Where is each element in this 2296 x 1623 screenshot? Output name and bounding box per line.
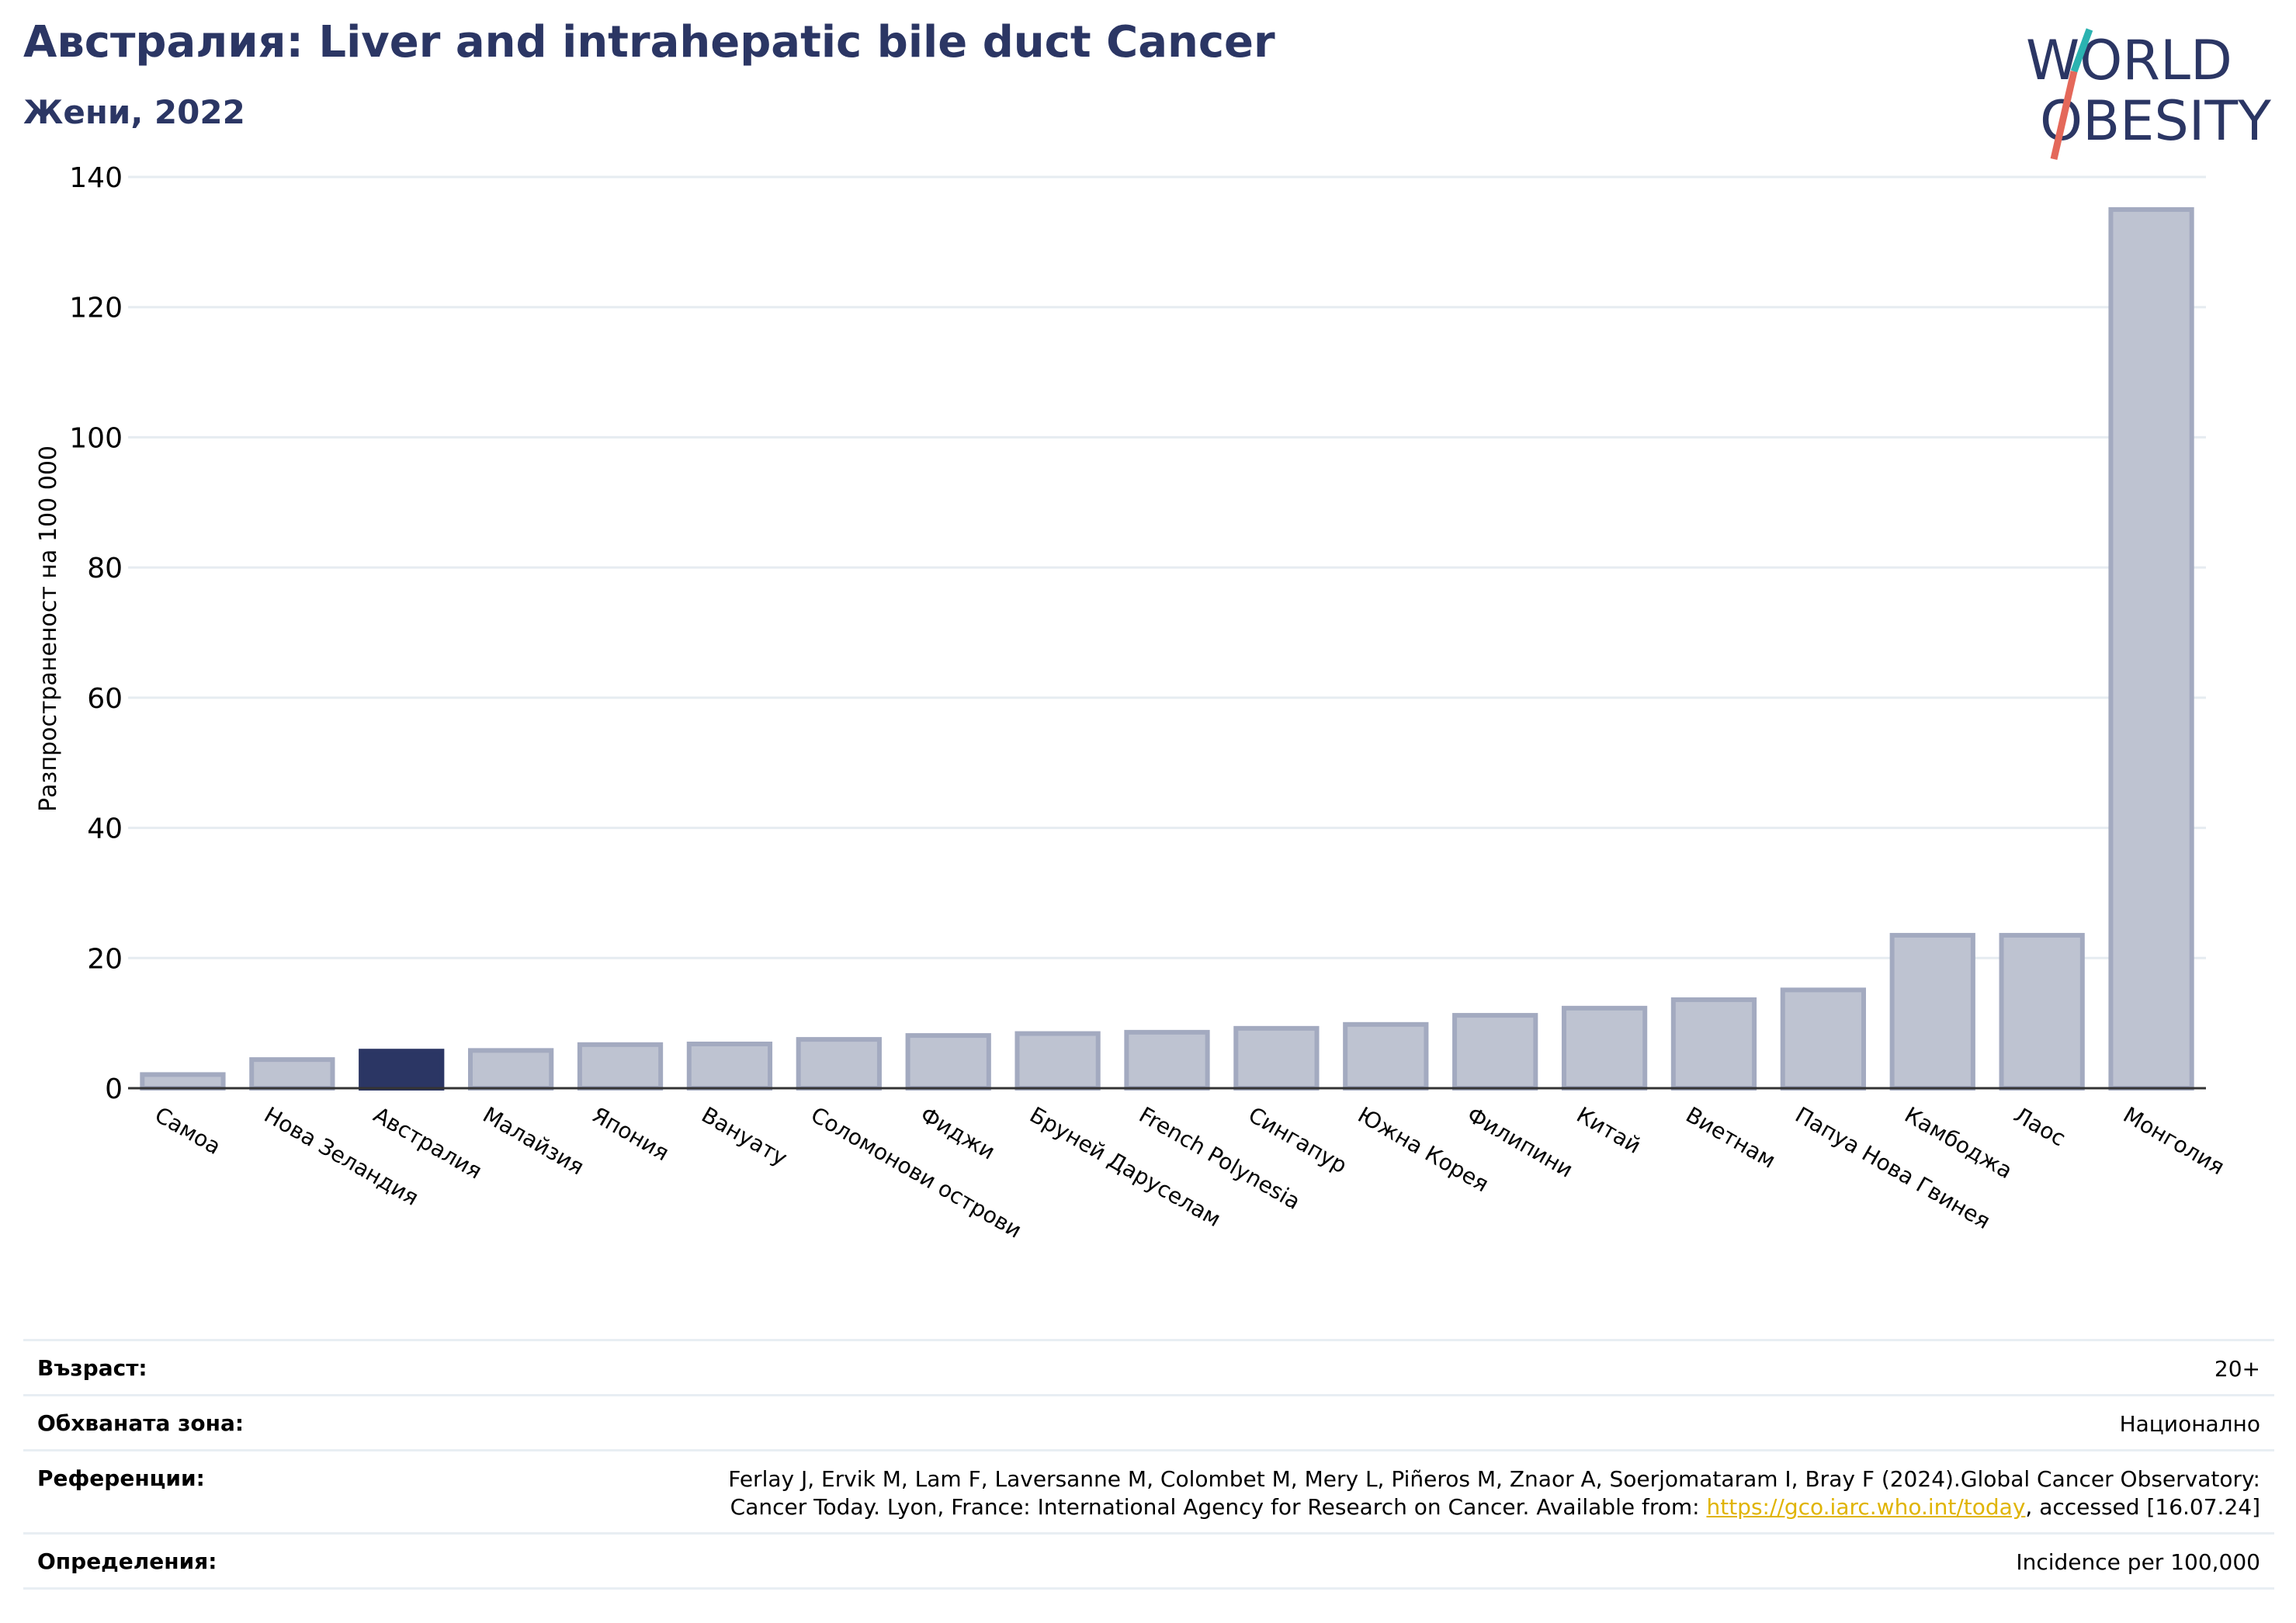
meta-key-references: Референции: <box>37 1465 205 1491</box>
x-tick-label: Малайзия <box>479 1101 589 1180</box>
x-tick-label: Китай <box>1572 1101 1645 1158</box>
x-tick-label: Виетнам <box>1681 1101 1780 1173</box>
chart-subtitle: Жени, 2022 <box>23 93 245 131</box>
bar-4 <box>468 1048 554 1091</box>
bar-14 <box>1561 1005 1648 1091</box>
chart-title: Австралия: Liver and intrahepatic bile d… <box>23 17 1275 68</box>
x-tick-label: Самоа <box>151 1101 225 1160</box>
bar-19 <box>2108 206 2194 1091</box>
reference-line2-end: , accessed [16.07.24] <box>2025 1494 2260 1520</box>
x-tick-label: Фиджи <box>916 1101 1000 1164</box>
logo-line1: WORLD <box>2026 29 2232 92</box>
meta-row-area: Обхваната зона: Национално <box>23 1394 2274 1449</box>
meta-key-area: Обхваната зона: <box>37 1410 245 1436</box>
y-tick-label: 120 <box>69 293 123 324</box>
bars <box>140 206 2194 1091</box>
world-obesity-logo: WORLD OBESITY <box>2026 28 2271 161</box>
y-tick-label: 60 <box>87 683 123 715</box>
bar-chart: 0 20 40 60 80 100 120 140 Самоа Нова ЗеландияАвс… <box>35 162 2229 1243</box>
x-tick-label: Лаос <box>2010 1101 2070 1151</box>
bar-11 <box>1233 1025 1320 1091</box>
bar-7 <box>796 1037 882 1091</box>
reference-link[interactable]: https://gco.iarc.who.int/today <box>1706 1494 2026 1520</box>
meta-value-references: Ferlay J, Ervik M, Lam F, Laversanne M, … <box>728 1465 2260 1521</box>
x-tick-label: Монголия <box>2119 1101 2229 1180</box>
y-tick-label: 40 <box>87 813 123 845</box>
bar-9 <box>1014 1031 1101 1091</box>
bar-6 <box>686 1041 773 1091</box>
x-tick-label: Вануату <box>697 1101 792 1170</box>
bar-3 <box>359 1049 445 1091</box>
bar-17 <box>1889 932 1975 1091</box>
meta-value-area: Национално <box>2119 1411 2260 1437</box>
y-tick-label: 140 <box>69 162 123 194</box>
y-tick-label: 100 <box>69 422 123 454</box>
reference-line2: Cancer Today. Lyon, France: Internationa… <box>730 1494 1707 1520</box>
y-tick-label: 80 <box>87 553 123 584</box>
logo-slash-teal <box>2070 28 2093 73</box>
bar-16 <box>1780 987 1866 1091</box>
bar-8 <box>905 1033 991 1091</box>
logo-line2: OBESITY <box>2040 89 2271 153</box>
meta-row-references: Референции: Ferlay J, Ervik M, Lam F, La… <box>23 1449 2274 1532</box>
x-tick-label: Папуа Нова Гвинея <box>1791 1101 1994 1234</box>
bar-5 <box>577 1042 664 1091</box>
bar-15 <box>1670 997 1757 1091</box>
x-tick-label: Япония <box>588 1101 673 1166</box>
meta-value-age: 20+ <box>2214 1356 2260 1382</box>
x-tick-label: Бруней Даруселам <box>1025 1101 1226 1232</box>
meta-key-definitions: Определения: <box>37 1548 217 1574</box>
bar-13 <box>1452 1013 1538 1091</box>
reference-line1: Ferlay J, Ervik M, Lam F, Laversanne M, … <box>728 1466 2260 1492</box>
meta-row-age: Възраст: 20+ <box>23 1339 2274 1394</box>
meta-value-definitions: Incidence per 100,000 <box>2016 1549 2260 1575</box>
bar-18 <box>1999 932 2085 1091</box>
y-axis-ticks: 0 20 40 60 80 100 120 140 <box>69 162 123 1105</box>
y-axis-label: Разпространеност на 100 000 <box>35 446 62 812</box>
meta-key-age: Възраст: <box>37 1355 147 1381</box>
gridlines <box>128 175 2206 959</box>
meta-row-definitions: Определения: Incidence per 100,000 <box>23 1532 2274 1590</box>
logo-slash-coral <box>2050 70 2078 161</box>
bar-1 <box>140 1072 226 1091</box>
bar-12 <box>1343 1021 1429 1091</box>
y-tick-label: 0 <box>105 1073 123 1105</box>
bar-10 <box>1124 1029 1210 1091</box>
bar-2 <box>249 1057 335 1091</box>
y-tick-label: 20 <box>87 943 123 975</box>
metadata-table: Възраст: 20+ Обхваната зона: Национално … <box>23 1339 2274 1590</box>
